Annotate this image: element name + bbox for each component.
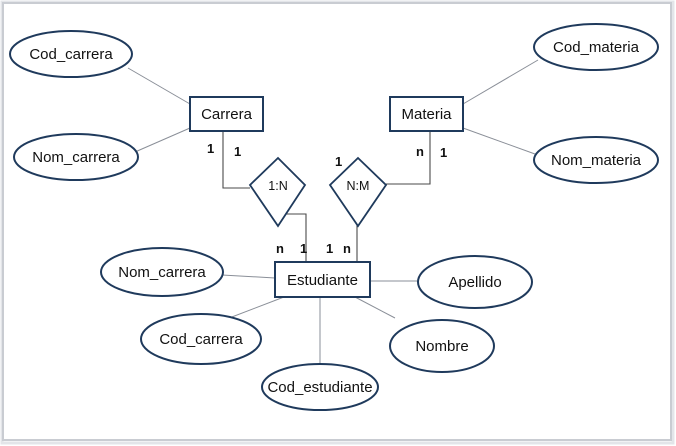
attribute-label: Cod_materia: [553, 39, 640, 56]
line-est-nomcarrera: [221, 274, 276, 279]
line-materia-codmateria: [462, 59, 539, 105]
relationship-diamond: [248, 156, 307, 228]
cardinality-label: n: [416, 144, 424, 159]
relationship-label: N:M: [347, 179, 370, 193]
cardinality-label: 1: [326, 241, 333, 256]
attribute-ellipse: [100, 247, 224, 297]
line-est-codcarrera: [223, 296, 285, 321]
cardinality-label: n: [276, 241, 284, 256]
attribute-label: Cod_carrera: [159, 331, 243, 348]
attribute-label: Nom_carrera: [32, 149, 120, 166]
attribute-carrera-nom: Nom_carrera: [13, 133, 139, 181]
attribute-estudiante-cod: Cod_estudiante: [261, 363, 379, 411]
attribute-estudiante-nomcarrera: Nom_carrera: [100, 247, 224, 297]
attribute-ellipse: [533, 23, 659, 71]
entity-box: [189, 96, 264, 132]
cardinality-label: 1: [440, 145, 447, 160]
cardinality-label: 1: [335, 154, 342, 169]
attribute-label: Cod_carrera: [29, 46, 113, 63]
entity-estudiante: Estudiante: [274, 261, 371, 298]
attribute-estudiante-nombre: Nombre: [389, 319, 495, 373]
attribute-ellipse: [389, 319, 495, 373]
attribute-label: Apellido: [448, 274, 501, 291]
cardinality-label: 1: [207, 141, 214, 156]
entity-box: [389, 96, 464, 132]
entity-label: Carrera: [201, 106, 253, 123]
cardinality-label: 1: [234, 144, 241, 159]
attribute-label: Nom_carrera: [118, 264, 206, 281]
attribute-ellipse: [261, 363, 379, 411]
attribute-ellipse: [13, 133, 139, 181]
attribute-ellipse: [417, 255, 533, 309]
attribute-ellipse: [9, 30, 133, 78]
relationship-1n: 1:N: [248, 156, 307, 228]
attribute-label: Nom_materia: [551, 152, 642, 169]
attribute-estudiante-apellido: Apellido: [417, 255, 533, 309]
line-carrera-codcarrera: [127, 67, 191, 105]
attribute-estudiante-codcarrera: Cod_carrera: [140, 313, 262, 365]
line-materia-nommateria: [462, 127, 536, 155]
entity-carrera: Carrera: [189, 96, 264, 132]
attribute-label: Cod_estudiante: [267, 379, 372, 396]
line-rel1n-estudiante: [284, 213, 307, 262]
attribute-materia-nom: Nom_materia: [533, 136, 659, 184]
line-est-nombre: [354, 296, 396, 319]
cardinality-label: n: [343, 241, 351, 256]
line-materia-relnm: [386, 131, 431, 185]
cardinalities: 1 1 n 1 1 n 1 1 n: [207, 141, 447, 256]
line-carrera-nomcarrera: [134, 127, 191, 153]
line-carrera-rel1n: [222, 131, 250, 189]
entity-box: [274, 261, 371, 298]
attribute-ellipse: [140, 313, 262, 365]
relationship-nm: N:M: [328, 156, 388, 228]
attribute-carrera-cod: Cod_carrera: [9, 30, 133, 78]
attribute-materia-cod: Cod_materia: [533, 23, 659, 71]
entity-label: Estudiante: [287, 272, 358, 289]
attribute-label: Nombre: [415, 338, 468, 355]
entity-materia: Materia: [389, 96, 464, 132]
entity-label: Materia: [401, 106, 452, 123]
attribute-ellipse: [533, 136, 659, 184]
cardinality-label: 1: [300, 241, 307, 256]
relationship-label: 1:N: [268, 179, 287, 193]
relationship-diamond: [328, 156, 388, 228]
